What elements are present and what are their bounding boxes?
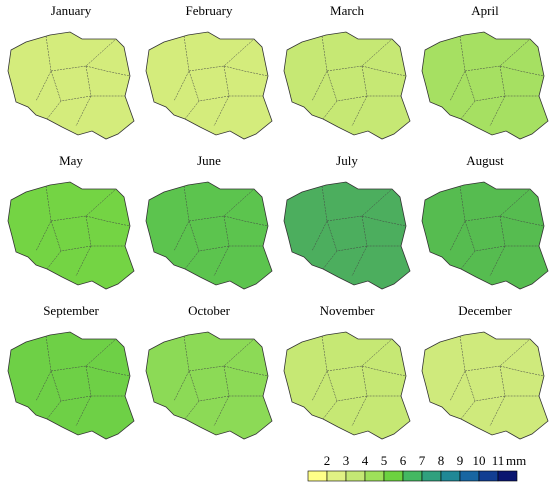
map (421, 181, 549, 290)
legend-swatch (402, 470, 423, 482)
legend-swatch (307, 470, 328, 482)
map (283, 31, 411, 140)
map-shape (145, 331, 273, 440)
legend-tick-label: 6 (400, 453, 407, 468)
map-title: May (59, 153, 83, 168)
map (7, 331, 135, 440)
map-title: February (186, 3, 233, 18)
legend-swatch (345, 470, 366, 482)
map-shape (283, 331, 411, 440)
map (421, 31, 549, 140)
map-shape (7, 181, 135, 290)
map-shape (283, 181, 411, 290)
map-title: March (330, 3, 364, 18)
map (421, 331, 549, 440)
legend-swatch (440, 470, 461, 482)
map-title: January (51, 3, 92, 18)
legend-swatch (459, 470, 480, 482)
map-shape (421, 181, 549, 290)
legend-swatch (326, 470, 347, 482)
legend-swatch (497, 470, 518, 482)
map-shape (421, 31, 549, 140)
legend-tick-label: 10 (473, 453, 486, 468)
map-title: October (188, 303, 231, 318)
legend-swatch (478, 470, 499, 482)
map (283, 331, 411, 440)
map-title: September (43, 303, 99, 318)
map-shape (7, 31, 135, 140)
map (7, 31, 135, 140)
legend-tick-label: 11 (492, 453, 505, 468)
map (283, 181, 411, 290)
map-shape (145, 181, 273, 290)
legend-tick-label: 9 (457, 453, 464, 468)
legend-swatch (364, 470, 385, 482)
map-shape (421, 331, 549, 440)
legend-tick-label: 8 (438, 453, 445, 468)
legend-tick-label: 4 (362, 453, 369, 468)
map-shape (145, 31, 273, 140)
legend-tick-label: 2 (324, 453, 331, 468)
legend-tick-label: 3 (343, 453, 350, 468)
map-title: December (458, 303, 512, 318)
map-shape (7, 331, 135, 440)
map-title: November (320, 303, 376, 318)
legend-tick-label: 7 (419, 453, 426, 468)
map-title: April (471, 3, 499, 18)
map (145, 331, 273, 440)
map (7, 181, 135, 290)
legend-swatch (421, 470, 442, 482)
map-title: July (336, 153, 358, 168)
map (145, 31, 273, 140)
map-title: August (466, 153, 504, 168)
map-shape (283, 31, 411, 140)
legend-unit: mm (506, 453, 526, 468)
legend-tick-label: 5 (381, 453, 388, 468)
map-title: June (197, 153, 221, 168)
map (145, 181, 273, 290)
legend-swatch (383, 470, 404, 482)
